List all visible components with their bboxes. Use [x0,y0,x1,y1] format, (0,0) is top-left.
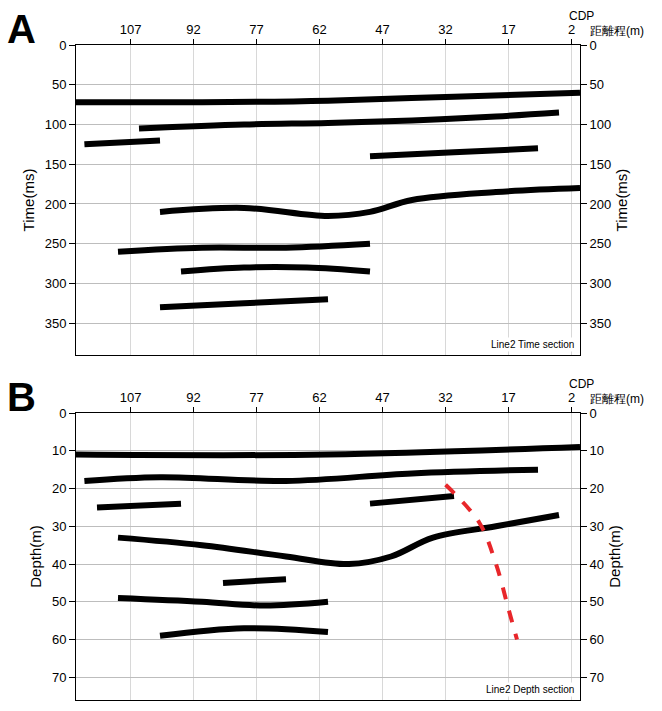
svg-text:30: 30 [52,519,66,534]
svg-text:32: 32 [438,22,452,37]
svg-text:Depth(m): Depth(m) [27,525,44,588]
svg-text:47: 47 [375,22,389,37]
svg-text:50: 50 [590,594,604,609]
svg-text:70: 70 [590,670,604,685]
svg-text:40: 40 [590,557,604,572]
svg-text:B: B [7,375,36,419]
svg-text:150: 150 [45,157,67,172]
svg-text:2: 2 [568,22,575,37]
svg-text:107: 107 [120,22,142,37]
svg-text:40: 40 [52,557,66,572]
svg-text:60: 60 [590,632,604,647]
svg-text:20: 20 [590,481,604,496]
svg-text:32: 32 [438,390,452,405]
svg-text:Line2 Time section: Line2 Time section [491,339,574,350]
svg-text:0: 0 [590,406,597,421]
svg-text:200: 200 [45,197,67,212]
svg-text:Depth(m): Depth(m) [606,525,623,588]
svg-text:Time(ms): Time(ms) [20,169,37,232]
svg-text:250: 250 [45,236,67,251]
svg-text:0: 0 [590,38,597,53]
svg-text:250: 250 [590,236,612,251]
svg-text:10: 10 [590,443,604,458]
svg-text:CDP: CDP [569,377,594,391]
svg-text:60: 60 [52,632,66,647]
svg-text:62: 62 [312,390,326,405]
svg-text:0: 0 [59,406,66,421]
svg-text:50: 50 [52,594,66,609]
svg-text:77: 77 [249,22,263,37]
svg-text:47: 47 [375,390,389,405]
svg-text:A: A [7,7,36,51]
svg-text:Time(ms): Time(ms) [613,169,630,232]
svg-text:300: 300 [590,276,612,291]
svg-text:50: 50 [590,77,604,92]
svg-text:17: 17 [501,390,515,405]
svg-text:距離程(m): 距離程(m) [590,24,644,38]
svg-text:30: 30 [590,519,604,534]
svg-text:92: 92 [186,390,200,405]
svg-text:10: 10 [52,443,66,458]
svg-text:距離程(m): 距離程(m) [590,392,644,406]
svg-text:150: 150 [590,157,612,172]
svg-text:350: 350 [45,316,67,331]
svg-text:100: 100 [45,117,67,132]
svg-text:300: 300 [45,276,67,291]
svg-text:0: 0 [59,38,66,53]
svg-text:100: 100 [590,117,612,132]
svg-text:17: 17 [501,22,515,37]
svg-text:50: 50 [52,77,66,92]
svg-text:62: 62 [312,22,326,37]
svg-text:92: 92 [186,22,200,37]
svg-text:77: 77 [249,390,263,405]
svg-text:20: 20 [52,481,66,496]
svg-text:Line2 Depth section: Line2 Depth section [486,684,574,695]
svg-text:2: 2 [568,390,575,405]
svg-text:CDP: CDP [569,9,594,23]
svg-text:350: 350 [590,316,612,331]
svg-text:70: 70 [52,670,66,685]
svg-text:107: 107 [120,390,142,405]
svg-text:200: 200 [590,197,612,212]
